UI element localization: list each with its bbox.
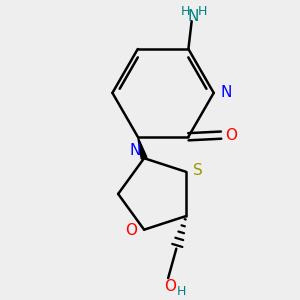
Text: O: O <box>225 128 237 142</box>
Text: S: S <box>193 163 203 178</box>
Text: H: H <box>176 285 186 298</box>
Polygon shape <box>138 137 147 159</box>
Text: O: O <box>125 223 137 238</box>
Text: O: O <box>164 279 176 294</box>
Text: H: H <box>197 5 207 18</box>
Text: N: N <box>221 85 232 100</box>
Text: H: H <box>180 5 190 18</box>
Text: N: N <box>129 142 141 158</box>
Text: N: N <box>188 10 199 25</box>
